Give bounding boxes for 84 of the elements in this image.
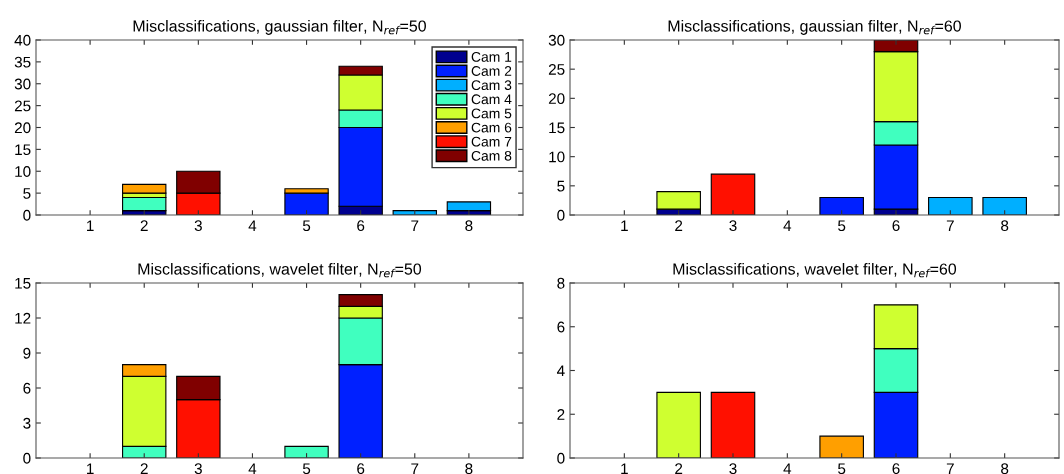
- y-tick-label: 0: [557, 209, 565, 221]
- y-tick-label: 12: [15, 312, 31, 324]
- legend-label: Cam 5: [471, 108, 512, 119]
- y-tick-label: 15: [15, 144, 31, 156]
- y-tick-label: 8: [557, 277, 565, 289]
- y-tick-label: 15: [15, 278, 31, 289]
- bar: [819, 196, 864, 215]
- x-tick-label: 1: [87, 463, 94, 474]
- y-tick-label: 10: [15, 166, 31, 177]
- x-tick-label: 3: [729, 463, 737, 474]
- y-tick-label: 20: [548, 93, 565, 105]
- x-tick-label: 1: [87, 220, 94, 231]
- y-tick-label: 15: [549, 122, 565, 134]
- bar: [710, 173, 756, 215]
- bar: [656, 391, 701, 458]
- x-tick-label: 2: [140, 463, 148, 474]
- y-tick-label: 0: [23, 452, 31, 464]
- y-tick-label: 35: [14, 56, 31, 68]
- chart-title: Misclassifications, wavelet filter, N$_{ref}$=60: [673, 263, 957, 278]
- legend-label: Cam 2: [471, 66, 512, 76]
- legend-label: Cam 7: [471, 136, 512, 147]
- x-tick-label: 3: [194, 463, 202, 474]
- legend-label: Cam 8: [471, 150, 512, 161]
- x-tick-label: 7: [946, 220, 954, 231]
- y-tick-label: 5: [557, 180, 565, 192]
- x-tick-label: 4: [783, 463, 792, 474]
- x-tick-label: 2: [675, 220, 683, 231]
- bar: [928, 196, 973, 215]
- x-tick-label: 8: [465, 463, 473, 474]
- y-tick-label: 9: [23, 347, 31, 359]
- y-tick-label: 30: [14, 78, 31, 90]
- y-tick-label: 5: [23, 188, 31, 199]
- chart-title: Misclassifications, gaussian filter, N$_{ref}$=60: [668, 20, 961, 35]
- x-tick-label: 8: [1001, 220, 1009, 232]
- x-tick-label: 6: [892, 463, 900, 474]
- legend-label: Cam 4: [471, 94, 512, 105]
- y-tick-label: 20: [14, 122, 31, 134]
- x-tick-label: 7: [411, 463, 419, 474]
- y-tick-label: 0: [23, 209, 31, 221]
- bar: [710, 391, 756, 458]
- y-tick-label: 0: [557, 452, 565, 464]
- x-tick-label: 6: [357, 463, 365, 474]
- x-tick-label: 6: [357, 220, 365, 232]
- y-tick-label: 3: [23, 417, 31, 429]
- x-tick-label: 7: [946, 463, 954, 474]
- bar: [446, 201, 492, 212]
- bar: [122, 183, 167, 194]
- bar: [284, 192, 329, 215]
- legend-label: Cam 3: [471, 80, 512, 91]
- x-tick-label: 1: [621, 220, 628, 231]
- x-tick-label: 8: [1001, 463, 1009, 474]
- x-tick-label: 5: [302, 220, 311, 232]
- y-tick-label: 40: [14, 34, 31, 46]
- x-tick-label: 4: [248, 220, 257, 231]
- bar: [982, 196, 1027, 215]
- x-tick-label: 2: [675, 463, 683, 474]
- y-tick-label: 4: [556, 365, 565, 377]
- bar: [656, 191, 701, 210]
- bar: [122, 196, 167, 212]
- y-tick-label: 6: [557, 321, 565, 333]
- y-tick-label: 25: [548, 64, 565, 75]
- bar: [284, 445, 329, 458]
- x-tick-label: 4: [783, 220, 792, 231]
- bar: [819, 435, 864, 458]
- x-tick-label: 8: [465, 220, 473, 232]
- x-tick-label: 3: [729, 220, 737, 232]
- x-tick-label: 5: [838, 463, 846, 474]
- x-tick-label: 3: [194, 220, 202, 232]
- y-tick-label: 30: [548, 34, 565, 46]
- x-tick-label: 5: [838, 220, 846, 232]
- x-tick-label: 2: [140, 220, 148, 231]
- legend-label: Cam 1: [471, 51, 512, 62]
- y-tick-label: 25: [14, 100, 31, 112]
- chart-title: Misclassifications, gaussian filter, N$_{ref}$=50: [133, 20, 426, 35]
- x-tick-label: 4: [248, 463, 257, 474]
- x-tick-label: 1: [621, 463, 628, 474]
- x-tick-label: 6: [892, 220, 900, 232]
- x-tick-label: 5: [302, 463, 311, 474]
- y-tick-label: 2: [557, 409, 565, 420]
- y-tick-label: 10: [549, 151, 565, 163]
- chart-title: Misclassifications, wavelet filter, N$_{ref}$=50: [138, 263, 422, 278]
- legend-label: Cam 6: [471, 122, 512, 133]
- x-tick-label: 7: [411, 220, 419, 231]
- y-tick-label: 6: [23, 382, 31, 394]
